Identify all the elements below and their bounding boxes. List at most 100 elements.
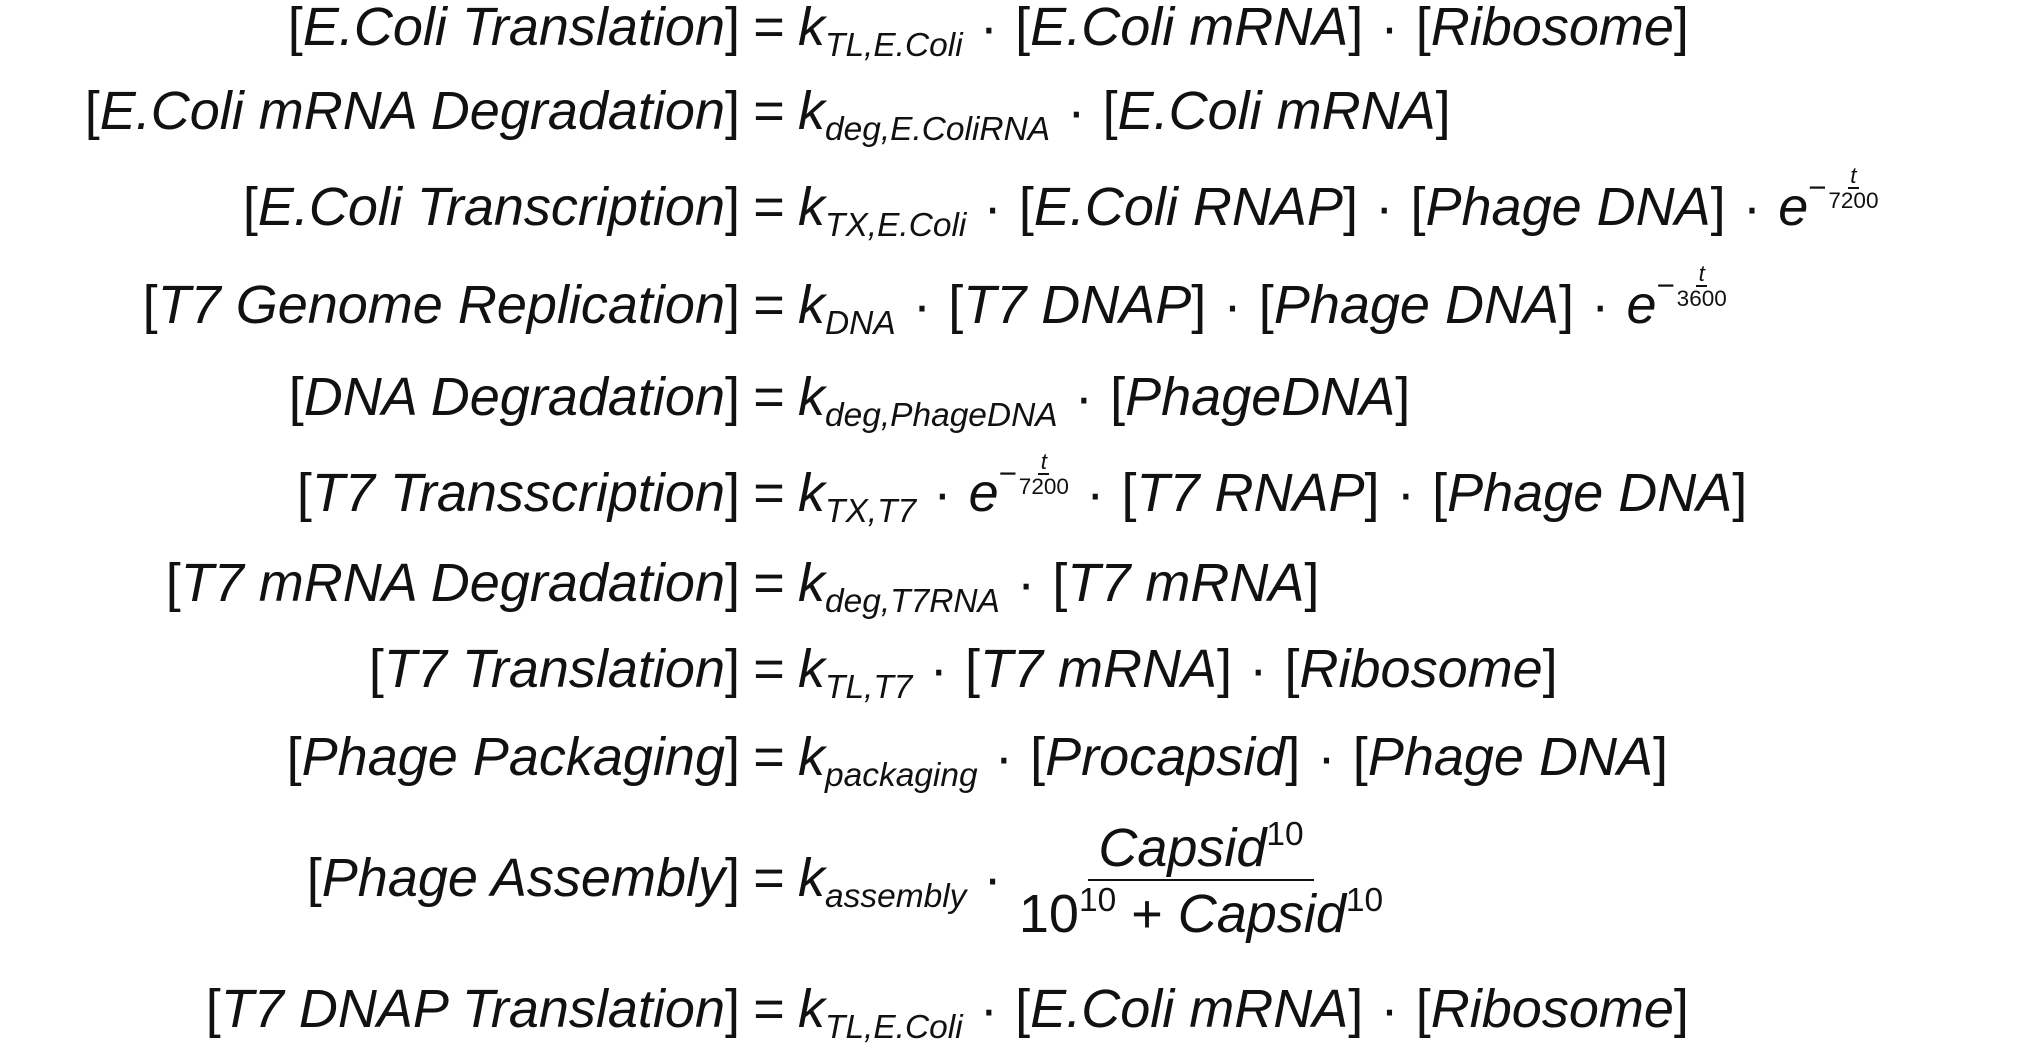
species-term: Ribosome: [1430, 979, 1674, 1039]
right-bracket: ]: [1304, 553, 1320, 613]
multiply-dot: ·: [1380, 979, 1399, 1039]
species-term: T7 mRNA: [1067, 553, 1305, 613]
species-term: T7 mRNA: [979, 639, 1217, 699]
equation-lhs: [E.Coli mRNA Degradation]: [0, 84, 740, 138]
equals-sign: =: [753, 979, 785, 1039]
equation-row: [T7 Genome Replication] = k DNA · [T7 DNA…: [0, 262, 2041, 340]
equation-lhs: [Phage Assembly]: [0, 851, 740, 905]
left-bracket: [: [286, 727, 302, 787]
right-bracket: ]: [724, 979, 740, 1039]
exponent-fraction: t 3600: [1677, 262, 1727, 310]
species-term: Phage DNA: [1273, 275, 1559, 335]
equation-row: [Phage Assembly] = kassembly · Capsid10 …: [0, 815, 2041, 941]
exponent-minus: −: [998, 456, 1017, 492]
rate-constant-subscript: deg,T7RNA: [825, 582, 1000, 620]
fraction-denominator: 3600: [1676, 286, 1727, 312]
equation-row: [DNA Degradation] = k deg,PhageDNA · [Pha…: [0, 367, 2041, 432]
left-bracket: [: [1352, 727, 1368, 787]
equation-row: [T7 Translation] = k TL,T7 · [T7 mRNA] · …: [0, 639, 2041, 704]
multiply-dot: ·: [979, 0, 998, 57]
equation-lhs: [E.Coli Translation]: [0, 0, 740, 54]
rate-constant: k: [798, 553, 825, 613]
multiply-dot: ·: [912, 275, 931, 335]
rate-constant-subscript: deg,E.ColiRNA: [825, 110, 1051, 148]
equation-row: [T7 mRNA Degradation] = k deg,T7RNA · [T7…: [0, 553, 2041, 618]
left-bracket: [: [306, 848, 322, 908]
reaction-name: T7 Genome Replication: [157, 275, 725, 335]
right-bracket: ]: [724, 727, 740, 787]
rate-constant-subscript: deg,PhageDNA: [825, 396, 1058, 434]
equation-lhs: [T7 Transscription]: [0, 466, 740, 520]
left-bracket: [: [287, 0, 303, 57]
right-bracket: ]: [1732, 463, 1748, 523]
left-bracket: [: [964, 639, 980, 699]
multiply-dot: ·: [1380, 0, 1399, 57]
equals-sign: =: [753, 367, 785, 427]
equals-sign: =: [753, 848, 785, 908]
left-bracket: [: [1030, 727, 1046, 787]
exponent-minus: −: [1656, 268, 1675, 304]
reaction-name: T7 Translation: [383, 639, 725, 699]
equals-sign: =: [753, 727, 785, 787]
equation-rhs: k deg,E.ColiRNA · [E.Coli mRNA]: [798, 81, 1451, 146]
power-exponent: 10: [1266, 815, 1304, 853]
equation-row: [E.Coli Transcription] = k TX,E.Coli · [E…: [0, 164, 2041, 242]
capsid-term: Capsid: [1098, 817, 1267, 878]
species-term: T7 DNAP: [963, 275, 1192, 335]
equation-lhs: [Phage Packaging]: [0, 730, 740, 784]
left-bracket: [: [1018, 177, 1034, 237]
multiply-dot: ·: [1223, 275, 1242, 335]
multiply-dot: ·: [1017, 553, 1036, 613]
rate-constant: k: [798, 463, 825, 523]
equation-rhs: k TX,E.Coli · [E.Coli RNAP] · [Phage DNA]…: [798, 164, 1879, 242]
left-bracket: [: [1415, 0, 1431, 57]
base-constant: 10: [1018, 883, 1079, 944]
species-term: Phage DNA: [1425, 177, 1711, 237]
power-exponent: 10: [1078, 881, 1117, 919]
multiply-dot: ·: [994, 727, 1013, 787]
right-bracket: ]: [1216, 639, 1232, 699]
species-term: T7 RNAP: [1136, 463, 1365, 523]
species-term: Procapsid: [1045, 727, 1286, 787]
equals-sign: =: [753, 177, 785, 237]
equals-sign: =: [753, 275, 785, 335]
rate-constant-subscript: TL,E.Coli: [825, 26, 963, 64]
rate-constant: k: [798, 0, 825, 57]
multiply-dot: ·: [979, 979, 998, 1039]
left-bracket: [: [1102, 81, 1118, 141]
left-bracket: [: [288, 367, 304, 427]
reaction-name: E.Coli mRNA Degradation: [99, 81, 725, 141]
equals-sign: =: [753, 639, 785, 699]
right-bracket: ]: [724, 463, 740, 523]
right-bracket: ]: [724, 553, 740, 613]
equation-row: [T7 Transscription] = k TX,T7 · e − t 7200 ·…: [0, 450, 2041, 528]
rate-constant-subscript: assembly: [825, 877, 967, 915]
multiply-dot: ·: [1067, 81, 1086, 141]
left-bracket: [: [205, 979, 221, 1039]
equation-rhs: k deg,PhageDNA · [PhageDNA]: [798, 367, 1410, 432]
rate-constant: k: [798, 848, 825, 908]
equals-sign: =: [753, 463, 785, 523]
equation-rhs: kassembly · Capsid10 1010 + Capsid10: [798, 815, 1383, 941]
left-bracket: [: [1432, 463, 1448, 523]
fraction-denominator: 7200: [1828, 188, 1879, 214]
reaction-name: T7 mRNA Degradation: [180, 553, 725, 613]
multiply-dot: ·: [983, 177, 1002, 237]
rate-constant-subscript: TL,T7: [825, 668, 913, 706]
equation-lhs: [T7 DNAP Translation]: [0, 982, 740, 1036]
exponent: − t 7200: [1808, 164, 1878, 212]
species-term: PhageDNA: [1125, 367, 1396, 427]
rate-constant: k: [798, 639, 825, 699]
right-bracket: ]: [724, 367, 740, 427]
fraction-numerator: t: [1038, 450, 1050, 476]
exponent-minus: −: [1808, 170, 1827, 206]
reaction-name: T7 Transscription: [311, 463, 725, 523]
left-bracket: [: [1284, 639, 1300, 699]
rate-constant: k: [798, 81, 825, 141]
exponential-base: e: [1778, 177, 1809, 237]
rate-constant: k: [798, 367, 825, 427]
exponent-fraction: t 7200: [1019, 450, 1069, 498]
left-bracket: [: [1110, 367, 1126, 427]
left-bracket: [: [296, 463, 312, 523]
rate-constant: k: [798, 275, 825, 335]
